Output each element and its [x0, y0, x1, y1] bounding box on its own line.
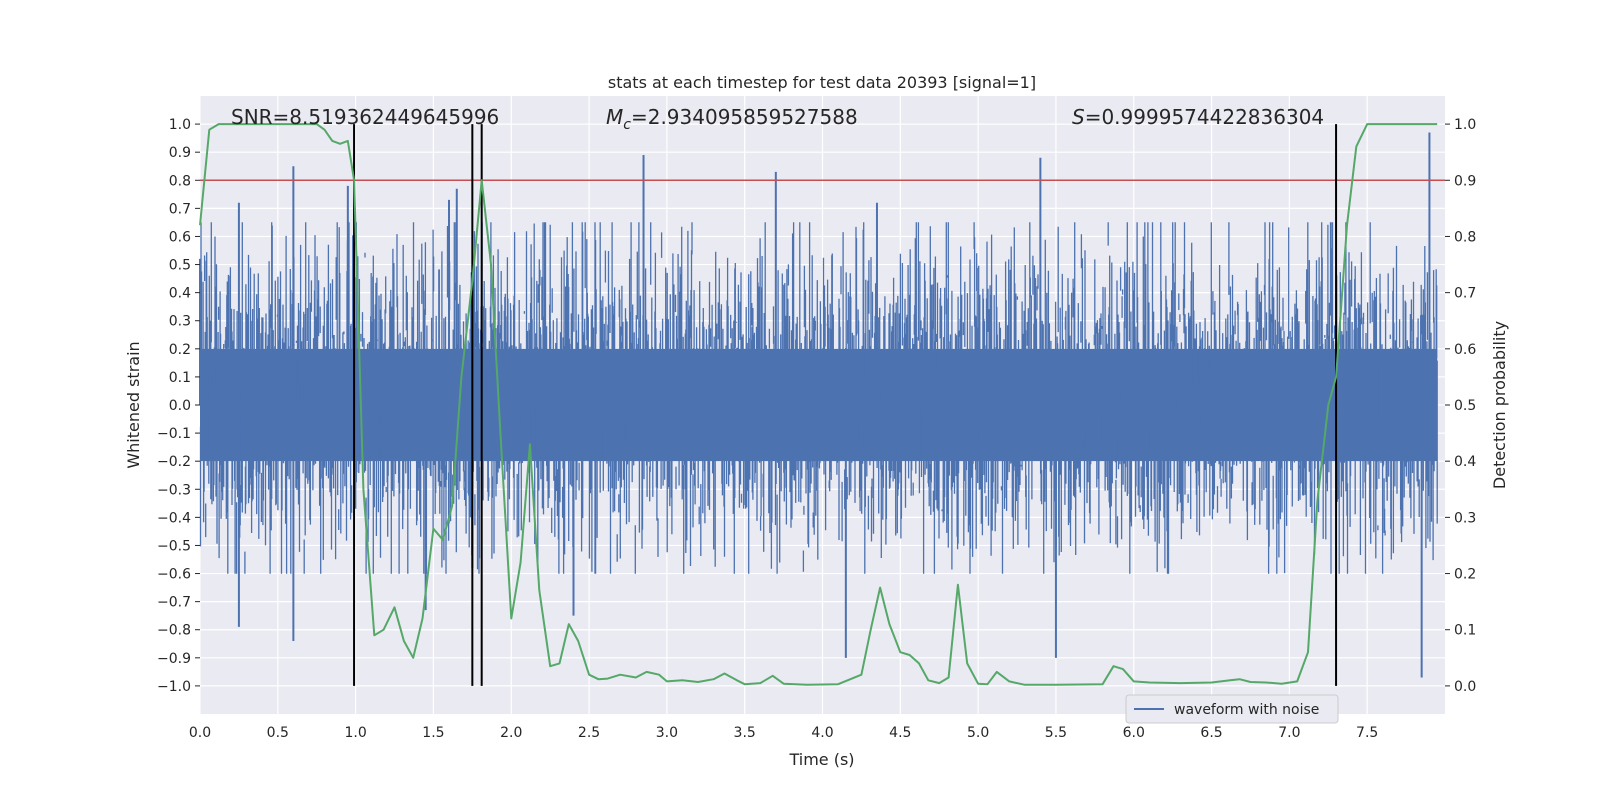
score-value: =0.9999574422836304 [1085, 105, 1324, 129]
left-y-tick-label-18: −0.8 [157, 623, 191, 639]
x-tick-label-4: 2.0 [500, 725, 522, 741]
right-y-tick-label-0: 1.0 [1454, 117, 1476, 133]
snr-annotation: SNR=8.519362449645996 [231, 105, 499, 129]
right-y-tick-label-1: 0.9 [1454, 173, 1476, 189]
left-y-tick-label-15: −0.5 [157, 538, 191, 554]
left-y-tick-label-13: −0.3 [157, 482, 191, 498]
probability-series [199, 123, 1438, 686]
x-tick-label-6: 3.0 [656, 725, 678, 741]
legend: waveform with noise [1125, 694, 1339, 724]
left-y-tick-label-17: −0.7 [157, 595, 191, 611]
legend-box [1125, 694, 1339, 724]
chirp-mass-subscript: c [623, 117, 631, 133]
right-y-axis-ticks: 1.0 0.9 0.8 0.7 0.6 0.5 0.4 0.3 0.2 0.1 0.0 [1445, 117, 1476, 695]
left-y-tick-label-1: 0.9 [169, 145, 191, 161]
right-y-tick-label-2: 0.8 [1454, 229, 1476, 245]
left-y-tick-label-10: 0.0 [169, 398, 191, 414]
x-tick-label-5: 2.5 [578, 725, 600, 741]
left-y-tick-label-14: −0.4 [157, 510, 191, 526]
left-y-tick-label-7: 0.3 [169, 314, 191, 330]
left-y-tick-label-12: −0.2 [157, 454, 191, 470]
left-y-tick-label-16: −0.6 [157, 567, 191, 583]
left-y-tick-label-9: 0.1 [169, 370, 191, 386]
right-y-tick-label-7: 0.3 [1454, 510, 1476, 526]
crossing-lines [353, 124, 1338, 686]
x-tick-label-3: 1.5 [422, 725, 444, 741]
x-tick-label-0: 0.0 [189, 725, 211, 741]
chirp-mass-symbol: M [606, 105, 623, 129]
right-y-tick-label-5: 0.5 [1454, 398, 1476, 414]
left-y-tick-label-8: 0.2 [169, 342, 191, 358]
score-symbol: S [1072, 105, 1085, 129]
left-y-tick-label-0: 1.0 [169, 117, 191, 133]
right-y-axis-label: Detection probability [1490, 321, 1509, 489]
right-y-tick-label-4: 0.6 [1454, 342, 1476, 358]
left-y-tick-label-6: 0.4 [169, 286, 191, 302]
left-y-tick-label-5: 0.5 [169, 258, 191, 274]
chirp-mass-annotation: Mc=2.934095859527588 [606, 105, 858, 133]
x-tick-label-14: 7.0 [1278, 725, 1300, 741]
legend-entry-waveform: waveform with noise [1174, 702, 1319, 718]
x-tick-label-2: 1.0 [344, 725, 366, 741]
x-tick-label-11: 5.5 [1045, 725, 1067, 741]
x-tick-label-12: 6.0 [1123, 725, 1145, 741]
x-axis-ticks: 0.0 0.5 1.0 1.5 2.0 2.5 3.0 3.5 4.0 4.5 5.0 5.5 6.0 6… [189, 725, 1378, 741]
x-tick-label-8: 4.0 [811, 725, 833, 741]
right-y-tick-label-8: 0.2 [1454, 567, 1476, 583]
right-y-tick-label-6: 0.4 [1454, 454, 1476, 470]
x-tick-label-9: 4.5 [889, 725, 911, 741]
right-y-tick-label-10: 0.0 [1454, 679, 1476, 695]
x-tick-label-10: 5.0 [967, 725, 989, 741]
right-y-tick-label-3: 0.7 [1454, 286, 1476, 302]
left-y-axis-ticks: 1.0 0.9 0.8 0.7 0.6 0.5 0.4 0.3 0.2 0.1 0.0 −0.1 −0.… [157, 117, 200, 695]
chirp-mass-value: =2.934095859527588 [631, 105, 858, 129]
x-tick-label-7: 3.5 [734, 725, 756, 741]
waveform-series [199, 132, 1438, 678]
score-annotation: S=0.9999574422836304 [1072, 105, 1324, 129]
probability-line [199, 123, 1438, 686]
left-y-tick-label-3: 0.7 [169, 201, 191, 217]
x-tick-label-1: 0.5 [267, 725, 289, 741]
left-y-tick-label-4: 0.6 [169, 229, 191, 245]
left-y-tick-label-11: −0.1 [157, 426, 191, 442]
left-y-tick-label-19: −0.9 [157, 651, 191, 667]
x-tick-label-15: 7.5 [1356, 725, 1378, 741]
left-y-tick-label-20: −1.0 [157, 679, 191, 695]
x-tick-label-13: 6.5 [1200, 725, 1222, 741]
right-y-tick-label-9: 0.1 [1454, 623, 1476, 639]
left-y-axis-label: Whitened strain [124, 341, 143, 468]
x-axis-label: Time (s) [788, 750, 854, 769]
left-y-tick-label-2: 0.8 [169, 173, 191, 189]
chart-title: stats at each timestep for test data 203… [608, 73, 1036, 92]
